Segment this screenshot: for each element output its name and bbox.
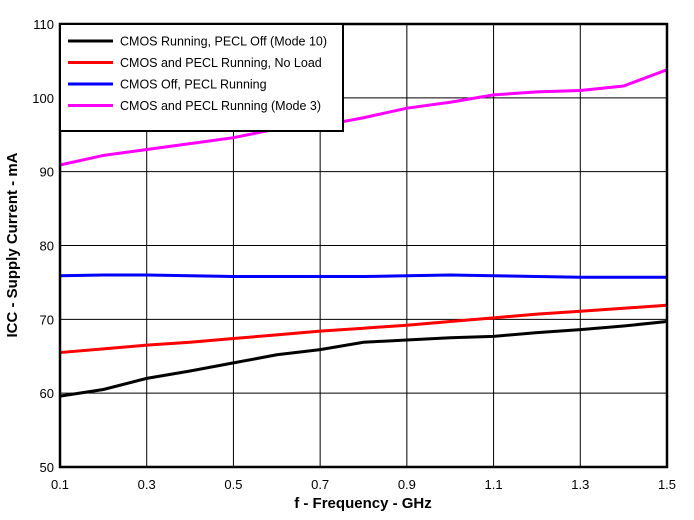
y-tick-label: 70 — [40, 312, 54, 327]
series-line-1 — [59, 303, 668, 355]
legend-label: CMOS and PECL Running (Mode 3) — [120, 99, 321, 113]
series-line-0 — [59, 320, 668, 398]
x-tick-label: 0.5 — [224, 477, 242, 492]
series-line-2 — [59, 273, 667, 279]
y-tick-label: 100 — [32, 91, 54, 106]
x-tick-label: 0.3 — [138, 477, 156, 492]
x-tick-label: 0.1 — [51, 477, 69, 492]
tick-labels: 0.1 0.3 0.5 0.7 0.9 1.1 1.3 1.5 50 60 70 80 90 100 110 — [32, 17, 676, 492]
series-lines — [59, 68, 668, 398]
y-axis-label: ICC - Supply Current - mA — [4, 152, 21, 337]
y-tick-label: 50 — [40, 460, 54, 475]
y-tick-label: 80 — [40, 239, 54, 254]
legend-label: CMOS and PECL Running, No Load — [120, 56, 322, 70]
y-tick-label: 110 — [33, 17, 54, 32]
x-tick-label: 1.1 — [485, 477, 503, 492]
y-tick-label: 60 — [40, 386, 54, 401]
x-tick-label: 0.9 — [398, 477, 416, 492]
plot-frame — [58, 22, 669, 469]
x-tick-label: 1.5 — [658, 477, 676, 492]
grid — [59, 23, 668, 468]
y-tick-label: 90 — [40, 165, 54, 180]
legend-label: CMOS Running, PECL Off (Mode 10) — [120, 35, 327, 49]
x-tick-label: 1.3 — [571, 477, 589, 492]
x-axis-label: f - Frequency - GHz — [294, 495, 432, 512]
legend: CMOS Running, PECL Off (Mode 10) CMOS and… — [59, 23, 344, 132]
legend-label: CMOS Off, PECL Running — [120, 78, 267, 92]
x-tick-label: 0.7 — [311, 477, 329, 492]
series-line-3 — [59, 68, 668, 167]
